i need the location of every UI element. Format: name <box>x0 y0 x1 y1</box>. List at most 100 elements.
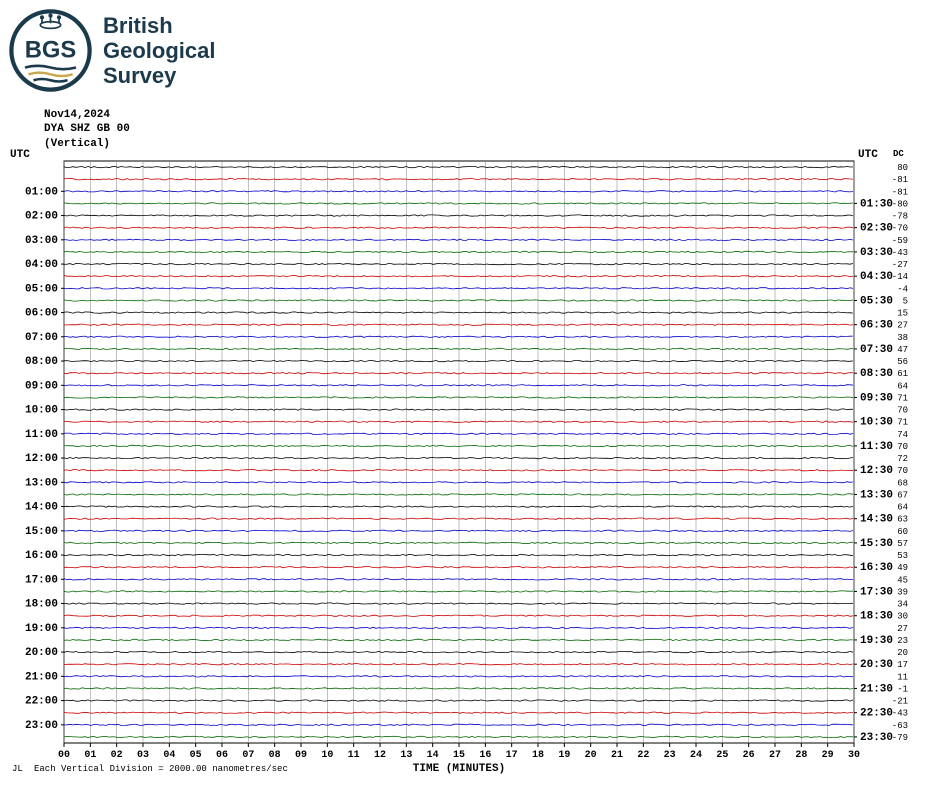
header-date: Nov14,2024 <box>44 108 930 122</box>
svg-text:28: 28 <box>795 750 807 761</box>
svg-text:23:30: 23:30 <box>860 732 893 744</box>
svg-text:17:00: 17:00 <box>25 574 58 586</box>
svg-text:39: 39 <box>897 587 908 597</box>
svg-text:-14: -14 <box>892 272 908 282</box>
org-line3: Survey <box>103 63 215 88</box>
svg-text:18:30: 18:30 <box>860 611 893 623</box>
svg-text:10: 10 <box>321 750 333 761</box>
svg-text:19:00: 19:00 <box>25 623 58 635</box>
svg-text:05:00: 05:00 <box>25 283 58 295</box>
svg-text:17: 17 <box>506 750 518 761</box>
svg-text:06: 06 <box>216 750 228 761</box>
svg-text:05:30: 05:30 <box>860 295 893 307</box>
svg-text:18:00: 18:00 <box>25 598 58 610</box>
svg-text:02: 02 <box>111 750 123 761</box>
svg-text:-43: -43 <box>892 709 908 719</box>
svg-text:18: 18 <box>532 750 544 761</box>
svg-text:23:00: 23:00 <box>25 720 58 732</box>
svg-text:47: 47 <box>897 345 908 355</box>
svg-text:15: 15 <box>453 750 465 761</box>
svg-text:14:00: 14:00 <box>25 501 58 513</box>
svg-text:72: 72 <box>897 454 908 464</box>
header-channel: (Vertical) <box>44 137 930 151</box>
svg-text:17:30: 17:30 <box>860 586 893 598</box>
svg-text:20: 20 <box>897 648 908 658</box>
svg-text:22:30: 22:30 <box>860 708 893 720</box>
svg-text:20:30: 20:30 <box>860 659 893 671</box>
svg-text:26: 26 <box>743 750 755 761</box>
svg-text:16:30: 16:30 <box>860 562 893 574</box>
svg-text:21: 21 <box>611 750 623 761</box>
svg-text:63: 63 <box>897 515 908 525</box>
svg-text:22:00: 22:00 <box>25 695 58 707</box>
org-line1: British <box>103 13 215 38</box>
svg-text:08:00: 08:00 <box>25 356 58 368</box>
svg-text:01: 01 <box>84 750 96 761</box>
svg-text:23: 23 <box>664 750 676 761</box>
svg-text:-79: -79 <box>892 733 908 743</box>
svg-text:64: 64 <box>897 502 908 512</box>
bgs-logo-icon: BGS <box>8 8 93 93</box>
svg-text:27: 27 <box>897 624 908 634</box>
svg-text:71: 71 <box>897 418 908 428</box>
right-axis-label: UTC <box>858 149 878 161</box>
svg-text:12:30: 12:30 <box>860 465 893 477</box>
svg-text:10:00: 10:00 <box>25 404 58 416</box>
svg-text:38: 38 <box>897 333 908 343</box>
svg-text:TIME (MINUTES): TIME (MINUTES) <box>413 763 505 775</box>
svg-text:06:30: 06:30 <box>860 320 893 332</box>
svg-text:BGS: BGS <box>25 36 77 63</box>
svg-text:14: 14 <box>427 750 439 761</box>
svg-text:56: 56 <box>897 357 908 367</box>
svg-text:-4: -4 <box>897 284 908 294</box>
svg-text:5: 5 <box>903 296 908 306</box>
svg-text:15: 15 <box>897 308 908 318</box>
svg-text:06:00: 06:00 <box>25 307 58 319</box>
svg-text:02:00: 02:00 <box>25 210 58 222</box>
svg-text:64: 64 <box>897 381 908 391</box>
svg-text:-1: -1 <box>897 684 908 694</box>
svg-text:21:00: 21:00 <box>25 671 58 683</box>
svg-text:04:00: 04:00 <box>25 259 58 271</box>
svg-text:03:30: 03:30 <box>860 247 893 259</box>
svg-text:01:00: 01:00 <box>25 186 58 198</box>
svg-text:49: 49 <box>897 563 908 573</box>
svg-text:12: 12 <box>374 750 386 761</box>
svg-text:19: 19 <box>558 750 570 761</box>
svg-text:16: 16 <box>479 750 491 761</box>
svg-text:05: 05 <box>190 750 202 761</box>
svg-text:10:30: 10:30 <box>860 417 893 429</box>
svg-text:-63: -63 <box>892 721 908 731</box>
svg-text:29: 29 <box>822 750 834 761</box>
svg-text:13:30: 13:30 <box>860 489 893 501</box>
svg-text:13:00: 13:00 <box>25 477 58 489</box>
svg-text:30: 30 <box>848 750 860 761</box>
svg-text:12:00: 12:00 <box>25 453 58 465</box>
org-name: British Geological Survey <box>103 13 215 89</box>
logo-header: BGS British Geological Survey <box>0 0 930 93</box>
svg-text:53: 53 <box>897 551 908 561</box>
svg-text:04: 04 <box>163 750 175 761</box>
svg-text:71: 71 <box>897 393 908 403</box>
svg-text:20:00: 20:00 <box>25 647 58 659</box>
svg-text:21:30: 21:30 <box>860 683 893 695</box>
svg-text:07: 07 <box>242 750 254 761</box>
svg-text:01:30: 01:30 <box>860 198 893 210</box>
svg-text:03: 03 <box>137 750 149 761</box>
svg-text:14:30: 14:30 <box>860 514 893 526</box>
svg-text:11: 11 <box>897 672 908 682</box>
svg-text:30: 30 <box>897 612 908 622</box>
org-line2: Geological <box>103 38 215 63</box>
svg-text:70: 70 <box>897 442 908 452</box>
svg-text:11: 11 <box>348 750 360 761</box>
svg-text:57: 57 <box>897 539 908 549</box>
plot-svg: 0001020304050607080910111213141516171819… <box>10 153 920 793</box>
svg-text:80: 80 <box>897 163 908 173</box>
svg-text:-78: -78 <box>892 211 908 221</box>
svg-text:25: 25 <box>716 750 728 761</box>
svg-text:08: 08 <box>269 750 281 761</box>
svg-text:45: 45 <box>897 575 908 585</box>
left-axis-label: UTC <box>10 149 30 161</box>
svg-text:15:00: 15:00 <box>25 526 58 538</box>
svg-text:23: 23 <box>897 636 908 646</box>
